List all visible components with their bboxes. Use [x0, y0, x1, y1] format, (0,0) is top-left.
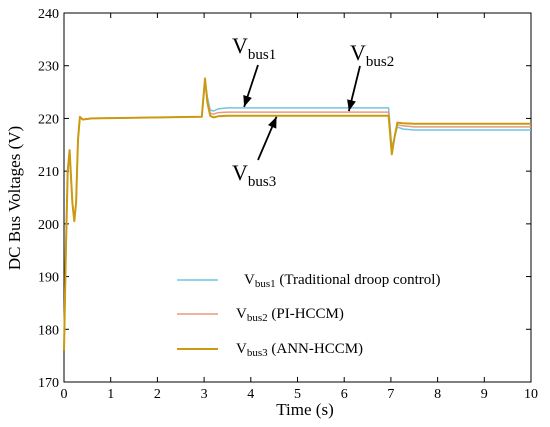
y-tick-label: 230	[38, 60, 59, 75]
arrow-vbus1	[243, 64, 259, 108]
y-axis: 170 180 190 200 210 220 230 240	[38, 7, 531, 391]
legend-label-vbus2: Vbus2 (PI-HCCM)	[236, 306, 344, 324]
y-tick-label: 170	[38, 376, 59, 391]
arrow-vbus3	[257, 116, 278, 161]
x-tick-label: 0	[61, 387, 68, 402]
annotation-vbus3: Vbus3	[232, 160, 276, 190]
annotation-vbus2: Vbus2	[350, 40, 394, 70]
y-tick-label: 180	[38, 323, 59, 338]
x-axis-label: Time (s)	[276, 400, 333, 419]
legend-label-vbus1: Vbus1 (Traditional droop control)	[244, 272, 440, 290]
x-tick-label: 2	[154, 387, 161, 402]
x-tick-label: 10	[524, 387, 538, 402]
y-tick-label: 220	[38, 112, 59, 127]
x-tick-label: 7	[387, 387, 394, 402]
x-tick-label: 4	[247, 387, 254, 402]
arrow-vbus2	[347, 65, 361, 112]
series-line-bus3	[63, 77, 531, 351]
y-axis-label: DC Bus Voltages (V)	[5, 126, 24, 270]
x-tick-label: 3	[201, 387, 208, 402]
annotation-arrows	[243, 64, 361, 161]
x-tick-label: 9	[481, 387, 488, 402]
y-tick-label: 190	[38, 271, 59, 286]
y-tick-label: 200	[38, 218, 59, 233]
x-axis: 0 1 2 3 4 5 6 7 8 9 10	[61, 13, 538, 402]
series-layer	[63, 77, 531, 351]
annotation-vbus1: Vbus1	[232, 33, 276, 63]
x-tick-label: 6	[341, 387, 348, 402]
y-tick-label: 240	[38, 7, 59, 22]
legend: Vbus1 (Traditional droop control) Vbus2 …	[177, 272, 440, 359]
legend-label-vbus3: Vbus3 (ANN-HCCM)	[236, 341, 363, 359]
y-tick-label: 210	[38, 165, 59, 180]
x-tick-label: 8	[434, 387, 441, 402]
plot-area	[63, 12, 532, 383]
x-tick-label: 5	[294, 387, 301, 402]
x-tick-label: 1	[107, 387, 114, 402]
